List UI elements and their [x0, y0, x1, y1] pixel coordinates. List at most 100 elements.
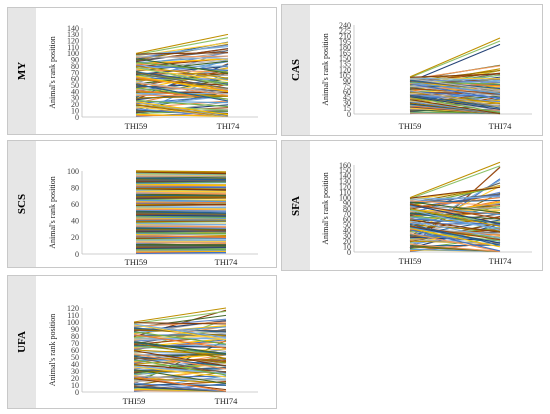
y-tick-label: 140 [67, 24, 79, 33]
animal-rank-line [409, 216, 501, 229]
y-tick-label: 100 [67, 49, 79, 58]
animal-rank-line [409, 83, 501, 100]
animal-rank-line [135, 57, 229, 75]
y-tick-label: 40 [71, 87, 79, 96]
animal-rank-line [135, 199, 227, 203]
y-axis-title: Animal's rank position [48, 314, 57, 387]
animal-rank-line [133, 322, 227, 325]
animal-rank-line [135, 183, 227, 186]
animal-rank-line [409, 229, 501, 252]
y-tick-label: 120 [339, 183, 351, 192]
animal-rank-line [133, 367, 227, 371]
y-tick-label: 195 [339, 37, 351, 46]
animal-rank-line [409, 197, 501, 208]
animal-rank-line [135, 224, 227, 228]
animal-rank-line [133, 344, 227, 348]
panel-my: MY 0 10 20 30 40 50 60 70 80 90 100 110 120 130 140 Ani… [7, 7, 277, 135]
y-tick-label: 110 [339, 188, 351, 197]
animal-rank-line [409, 165, 501, 200]
animal-rank-line [135, 66, 229, 86]
y-tick-label: 80 [343, 204, 351, 213]
animal-rank-line [409, 204, 501, 225]
y-tick-label: 90 [71, 325, 79, 334]
animal-rank-line [135, 33, 229, 54]
y-tick-label: 70 [71, 339, 79, 348]
animal-rank-line [135, 113, 229, 117]
y-tick-label: 0 [75, 250, 79, 259]
panel-label: UFA [16, 331, 28, 353]
animal-rank-line [133, 352, 227, 365]
y-tick-label: 105 [339, 71, 351, 80]
animal-rank-line [409, 220, 501, 239]
animal-rank-line [133, 331, 227, 345]
animal-rank-line [135, 84, 229, 102]
animal-rank-line [133, 321, 227, 327]
animal-rank-line [133, 342, 227, 359]
y-axis-title: Animal's rank position [48, 176, 57, 249]
y-tick-label: 60 [71, 346, 79, 355]
animal-rank-line [135, 55, 229, 64]
y-tick-label: 20 [343, 237, 351, 246]
y-tick-label: 20 [71, 233, 79, 242]
animal-rank-line [409, 186, 501, 199]
y-tick-label: 30 [71, 367, 79, 376]
animal-rank-line [409, 40, 501, 79]
y-tick-label: 160 [339, 161, 351, 170]
y-tick-label: 50 [343, 221, 351, 230]
animal-rank-line [135, 37, 229, 56]
y-tick-label: 70 [71, 68, 79, 77]
animal-rank-line [135, 215, 227, 220]
animal-rank-line [135, 64, 229, 71]
y-tick-label: 70 [343, 210, 351, 219]
animal-rank-line [135, 229, 227, 233]
animal-rank-line [133, 350, 227, 367]
animal-rank-line [135, 170, 227, 173]
y-tick-label: 135 [339, 60, 351, 69]
animal-rank-line [135, 177, 227, 181]
y-tick-label: 150 [339, 54, 351, 63]
animal-rank-line [409, 96, 501, 110]
y-tick-label: 75 [343, 82, 351, 91]
y-tick-label: 50 [71, 353, 79, 362]
animal-rank-line [135, 214, 227, 217]
y-tick-label: 80 [71, 62, 79, 71]
x-tick-label: THI74 [489, 121, 512, 131]
y-axis-title: Animal's rank position [48, 36, 57, 109]
y-tick-label: 110 [67, 43, 79, 52]
y-tick-label: 60 [343, 215, 351, 224]
animal-rank-line [135, 225, 227, 229]
rank-chart-scs: 0 20 40 60 80 100 Animal's rank position THI59 T… [48, 167, 258, 267]
animal-rank-line [133, 324, 227, 341]
animal-rank-line [409, 243, 501, 253]
animal-rank-line [135, 226, 227, 230]
animal-rank-line [409, 223, 501, 246]
animal-rank-line [133, 341, 227, 355]
animal-rank-line [135, 235, 227, 239]
animal-rank-line [133, 369, 227, 385]
y-tick-label: 0 [347, 248, 351, 257]
animal-rank-line [135, 185, 227, 189]
x-tick-label: THI59 [399, 121, 422, 131]
y-tick-label: 0 [75, 113, 79, 122]
animal-rank-line [409, 73, 501, 78]
y-tick-label: 100 [67, 318, 79, 327]
animal-rank-line [135, 176, 227, 179]
animal-rank-line [409, 43, 501, 83]
y-tick-label: 90 [343, 76, 351, 85]
y-tick-label: 80 [71, 332, 79, 341]
animal-rank-line [133, 349, 227, 356]
animal-rank-line [135, 99, 229, 108]
animal-rank-line [135, 251, 227, 254]
panel-scs: SCS 0 20 40 60 80 100 Animal's rank position TH… [7, 140, 277, 268]
y-tick-label: 0 [75, 388, 79, 397]
animal-rank-line [135, 75, 229, 93]
animal-rank-line [135, 50, 229, 61]
animal-rank-line [133, 366, 227, 378]
animal-rank-line [409, 227, 501, 248]
animal-rank-line [409, 205, 501, 216]
animal-rank-line [135, 246, 227, 249]
y-axis-title: Animal's rank position [321, 172, 330, 245]
y-tick-label: 60 [71, 200, 79, 209]
animal-rank-line [135, 95, 229, 99]
y-tick-label: 130 [67, 30, 79, 39]
